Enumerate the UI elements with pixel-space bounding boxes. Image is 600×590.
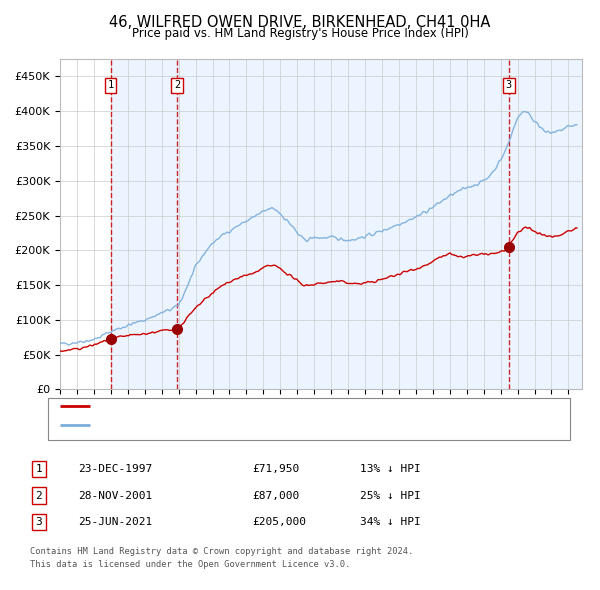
Text: HPI: Average price, detached house, Wirral: HPI: Average price, detached house, Wirr… (99, 420, 346, 430)
Text: Price paid vs. HM Land Registry's House Price Index (HPI): Price paid vs. HM Land Registry's House … (131, 27, 469, 40)
Text: 34% ↓ HPI: 34% ↓ HPI (360, 517, 421, 527)
Bar (177, 59, 509, 389)
Text: This data is licensed under the Open Government Licence v3.0.: This data is licensed under the Open Gov… (30, 560, 350, 569)
Text: 25% ↓ HPI: 25% ↓ HPI (360, 491, 421, 500)
Text: 28-NOV-2001: 28-NOV-2001 (78, 491, 152, 500)
Text: £71,950: £71,950 (252, 464, 299, 474)
Text: 46, WILFRED OWEN DRIVE, BIRKENHEAD, CH41 0HA: 46, WILFRED OWEN DRIVE, BIRKENHEAD, CH41… (109, 15, 491, 30)
Text: 1: 1 (107, 80, 113, 90)
Text: £87,000: £87,000 (252, 491, 299, 500)
Bar (110, 59, 177, 389)
Text: 46, WILFRED OWEN DRIVE, BIRKENHEAD, CH41 0HA (detached house): 46, WILFRED OWEN DRIVE, BIRKENHEAD, CH41… (99, 401, 457, 411)
Text: 2: 2 (174, 80, 180, 90)
Text: 1: 1 (35, 464, 43, 474)
Text: 13% ↓ HPI: 13% ↓ HPI (360, 464, 421, 474)
Text: 3: 3 (506, 80, 512, 90)
Text: 25-JUN-2021: 25-JUN-2021 (78, 517, 152, 527)
Text: Contains HM Land Registry data © Crown copyright and database right 2024.: Contains HM Land Registry data © Crown c… (30, 547, 413, 556)
Text: 23-DEC-1997: 23-DEC-1997 (78, 464, 152, 474)
Text: 2: 2 (35, 491, 43, 500)
Text: £205,000: £205,000 (252, 517, 306, 527)
Bar (509, 59, 582, 389)
Text: 3: 3 (35, 517, 43, 527)
